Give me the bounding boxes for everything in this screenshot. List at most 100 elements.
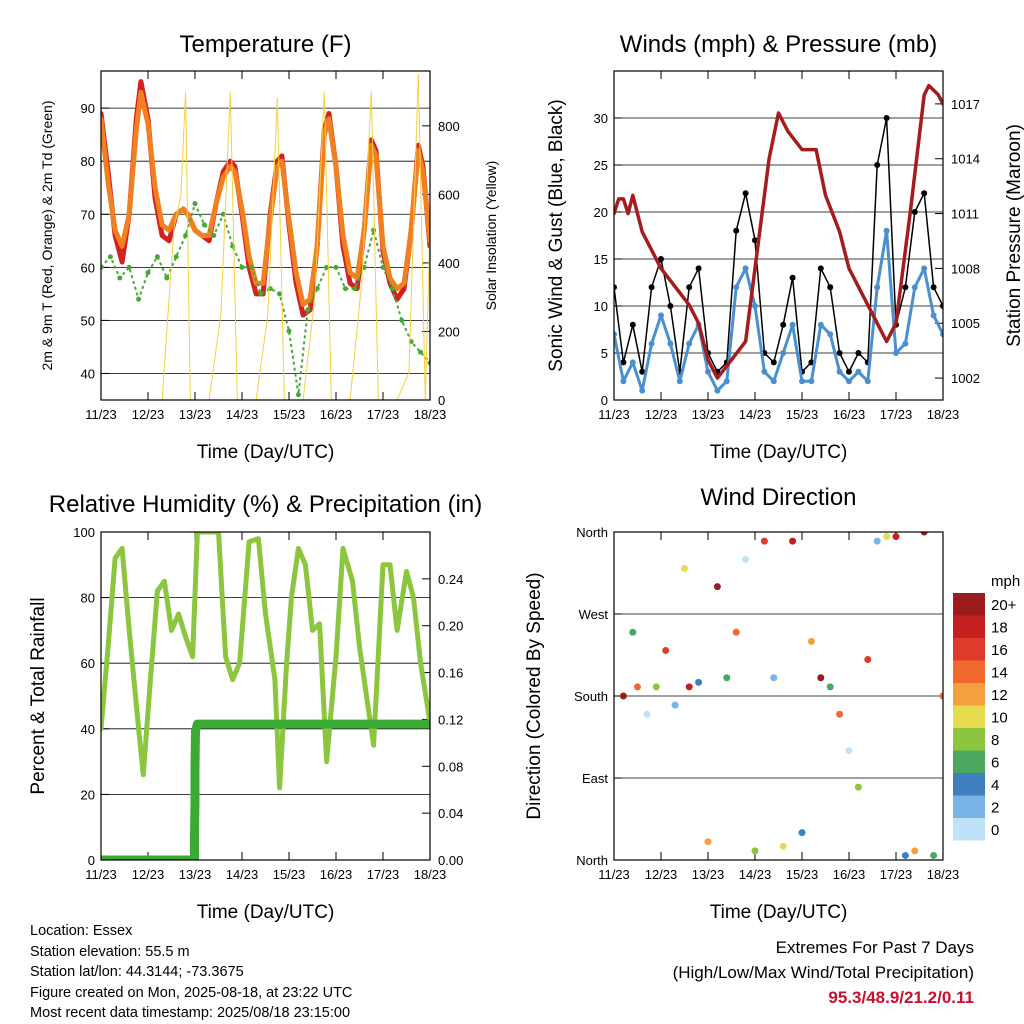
x-tick-label: 13/23 bbox=[692, 867, 725, 882]
legend-swatch bbox=[953, 773, 985, 796]
x-tick-label: 14/23 bbox=[226, 407, 259, 422]
elevation-text: Station elevation: 55.5 m bbox=[30, 943, 190, 960]
y-right-tick-label: 600 bbox=[438, 187, 460, 202]
x-tick-label: 17/23 bbox=[880, 407, 913, 422]
location-text: Location: Essex bbox=[30, 923, 133, 939]
plot-frame bbox=[613, 531, 944, 861]
x-tick-label: 18/23 bbox=[927, 407, 960, 422]
series-line-2 bbox=[614, 83, 943, 380]
x-tick-label: 15/23 bbox=[786, 867, 819, 882]
x-tick-label: 15/23 bbox=[786, 407, 819, 422]
created-text: Figure created on Mon, 2025-08-18, at 23… bbox=[30, 984, 353, 1001]
chart-title: Temperature (F) bbox=[179, 31, 351, 58]
direction-point bbox=[864, 656, 872, 664]
series-line-1 bbox=[101, 89, 430, 307]
y-tick-label: 15 bbox=[594, 252, 608, 267]
plot-frame bbox=[613, 70, 944, 401]
y-right-tick-label: 1014 bbox=[951, 152, 980, 167]
direction-point bbox=[629, 628, 637, 636]
x-tick-label: 12/23 bbox=[132, 407, 165, 422]
y-tick-label: South bbox=[574, 689, 608, 704]
plot-area bbox=[101, 73, 430, 400]
y-tick-label: 80 bbox=[81, 154, 95, 169]
direction-point bbox=[652, 683, 660, 691]
x-tick-label: 18/23 bbox=[414, 867, 447, 882]
plot-frame bbox=[100, 531, 431, 861]
direction-point bbox=[732, 628, 740, 636]
y-right-tick-label: 0.12 bbox=[438, 712, 463, 727]
x-tick-label: 11/23 bbox=[85, 867, 117, 882]
legend-label: 8 bbox=[991, 732, 999, 749]
chart-title: Winds (mph) & Pressure (mb) bbox=[620, 31, 937, 58]
direction-point bbox=[671, 701, 679, 709]
x-tick-label: 17/23 bbox=[880, 867, 913, 882]
y-axis-label: Direction (Colored By Speed) bbox=[524, 572, 545, 819]
extremes-box: Extremes For Past 7 Days (High/Low/Max W… bbox=[673, 935, 974, 1010]
y-tick-label: 30 bbox=[594, 111, 608, 126]
y-tick-label: 20 bbox=[81, 787, 95, 802]
x-tick-label: 18/23 bbox=[414, 407, 447, 422]
legend-label: 0 bbox=[991, 822, 999, 839]
y-right-tick-label: 0.00 bbox=[438, 853, 463, 868]
legend-label: 16 bbox=[991, 642, 1008, 659]
y-right-tick-label: 1017 bbox=[951, 97, 980, 112]
x-tick-label: 15/23 bbox=[273, 867, 306, 882]
x-tick-label: 18/23 bbox=[927, 867, 960, 882]
direction-point bbox=[826, 683, 834, 691]
y-tick-label: 50 bbox=[81, 313, 95, 328]
direction-point bbox=[807, 637, 815, 645]
y-tick-label: 0 bbox=[88, 853, 95, 868]
direction-point bbox=[798, 829, 806, 837]
x-tick-label: 17/23 bbox=[367, 407, 400, 422]
direction-point bbox=[695, 678, 703, 686]
legend-swatch bbox=[953, 795, 985, 818]
series-line-1 bbox=[101, 719, 430, 860]
x-tick-label: 12/23 bbox=[645, 867, 678, 882]
y-tick-label: West bbox=[579, 607, 609, 622]
dewpoint-point bbox=[352, 286, 358, 292]
direction-point bbox=[634, 683, 641, 691]
direction-point bbox=[930, 851, 938, 859]
x-tick-label: 14/23 bbox=[226, 867, 259, 882]
x-tick-label: 17/23 bbox=[367, 867, 400, 882]
y-right-tick-label: 0.20 bbox=[438, 619, 463, 634]
direction-point bbox=[854, 783, 862, 791]
x-tick-label: 12/23 bbox=[645, 407, 678, 422]
y-tick-label: 80 bbox=[81, 591, 95, 606]
y-axis-label: Sonic Wind & Gust (Blue, Black) bbox=[546, 99, 567, 371]
y-tick-label: 70 bbox=[81, 207, 95, 222]
chart-title: Wind Direction bbox=[700, 484, 856, 511]
legend-label: 2 bbox=[991, 800, 999, 817]
timestamp-text: Most recent data timestamp: 2025/08/18 2… bbox=[30, 1005, 351, 1021]
x-tick-label: 11/23 bbox=[85, 407, 117, 422]
direction-point bbox=[892, 533, 900, 541]
x-tick-label: 13/23 bbox=[179, 407, 212, 422]
series-line-0 bbox=[614, 117, 943, 373]
x-tick-label: 15/23 bbox=[273, 407, 306, 422]
y-right-tick-label: 1005 bbox=[951, 316, 980, 331]
y-axis-label-right: Solar Insolation (Yellow) bbox=[483, 161, 499, 311]
legend-label: 20+ bbox=[991, 597, 1017, 614]
y-right-tick-label: 0.08 bbox=[438, 759, 463, 774]
y-tick-label: 10 bbox=[594, 299, 608, 314]
y-axis-label: Percent & Total Rainfall bbox=[28, 597, 49, 794]
y-right-tick-label: 200 bbox=[438, 324, 460, 339]
y-tick-label: 90 bbox=[81, 101, 95, 116]
legend-label: 10 bbox=[991, 710, 1008, 727]
y-tick-label: 60 bbox=[81, 656, 95, 671]
direction-point bbox=[911, 847, 919, 855]
direction-point bbox=[760, 537, 768, 545]
y-tick-label: 40 bbox=[81, 366, 95, 381]
y-tick-label: East bbox=[582, 771, 608, 786]
y-right-tick-label: 0.24 bbox=[438, 572, 463, 587]
dewpoint-point bbox=[342, 286, 348, 292]
direction-point bbox=[883, 533, 891, 541]
legend-label: 4 bbox=[991, 777, 999, 794]
legend-label: 18 bbox=[991, 620, 1008, 637]
dewpoint-point bbox=[286, 328, 292, 334]
legend-label: 12 bbox=[991, 687, 1008, 704]
direction-point bbox=[713, 583, 721, 591]
y-tick-label: 5 bbox=[601, 346, 608, 361]
x-tick-label: 13/23 bbox=[692, 407, 725, 422]
